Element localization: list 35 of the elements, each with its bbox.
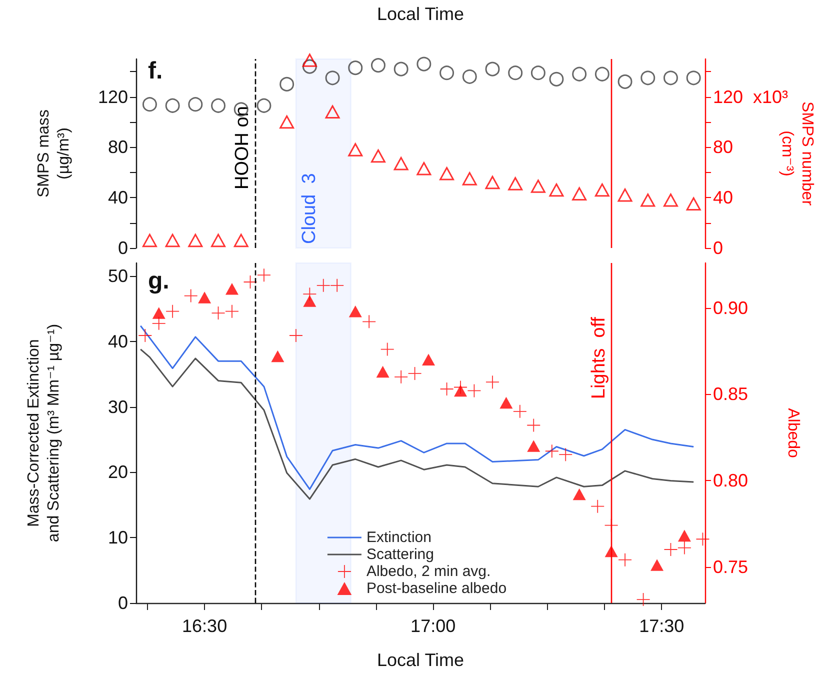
- legend-label: Post-baseline albedo: [366, 580, 507, 597]
- y-tick-label: 120: [98, 86, 128, 107]
- band-label: Cloud 3: [298, 173, 320, 244]
- ref-line-label: HOOH on: [232, 106, 253, 190]
- y-tick-label: 80: [108, 137, 128, 158]
- x-tick-label: 16:30: [182, 616, 228, 636]
- y-tick-label: 40: [108, 331, 128, 352]
- y-tick-label: 50: [108, 266, 128, 286]
- y-tick-label: 0: [118, 238, 128, 258]
- y-tick-label: 0: [118, 593, 128, 613]
- x-tick-label: 17:30: [639, 616, 684, 636]
- x-tick-label: 17:00: [410, 616, 456, 636]
- legend-label: Extinction: [366, 529, 432, 546]
- y-tick-label: 30: [108, 396, 128, 417]
- legend-label: Albedo, 2 min avg.: [366, 563, 491, 580]
- y2-tick-label: 40: [713, 188, 734, 208]
- y2-axis-title: Albedo: [784, 408, 802, 458]
- annotation: f.: [148, 58, 163, 84]
- y2-tick-label: 80: [713, 137, 734, 158]
- y-axis-title: SMPS mass (µg/m³): [36, 109, 72, 198]
- y-tick-label: 40: [108, 188, 128, 208]
- x-axis-title: Local Time: [376, 650, 464, 670]
- y2-tick-label: 0.85: [713, 384, 748, 404]
- y-tick-label: 10: [108, 528, 128, 548]
- y2-tick-label: 0.75: [713, 556, 748, 577]
- y2-tick-label: 0.80: [713, 470, 748, 490]
- y2-tick-label: 0.90: [713, 298, 748, 318]
- y-axis-title: Mass-Corrected Extinction and Scattering (m³ Mm⁻¹ µg⁻¹): [26, 324, 62, 542]
- y-tick-label: 20: [108, 462, 128, 482]
- y2-tick-label: 0: [713, 238, 724, 258]
- x2-axis-title: Local Time: [376, 4, 464, 24]
- annotation: g.: [148, 268, 170, 294]
- y2-tick-label: 120: [713, 86, 744, 107]
- ref-line-label: Lights off: [588, 316, 610, 399]
- legend-label: Scattering: [366, 546, 434, 563]
